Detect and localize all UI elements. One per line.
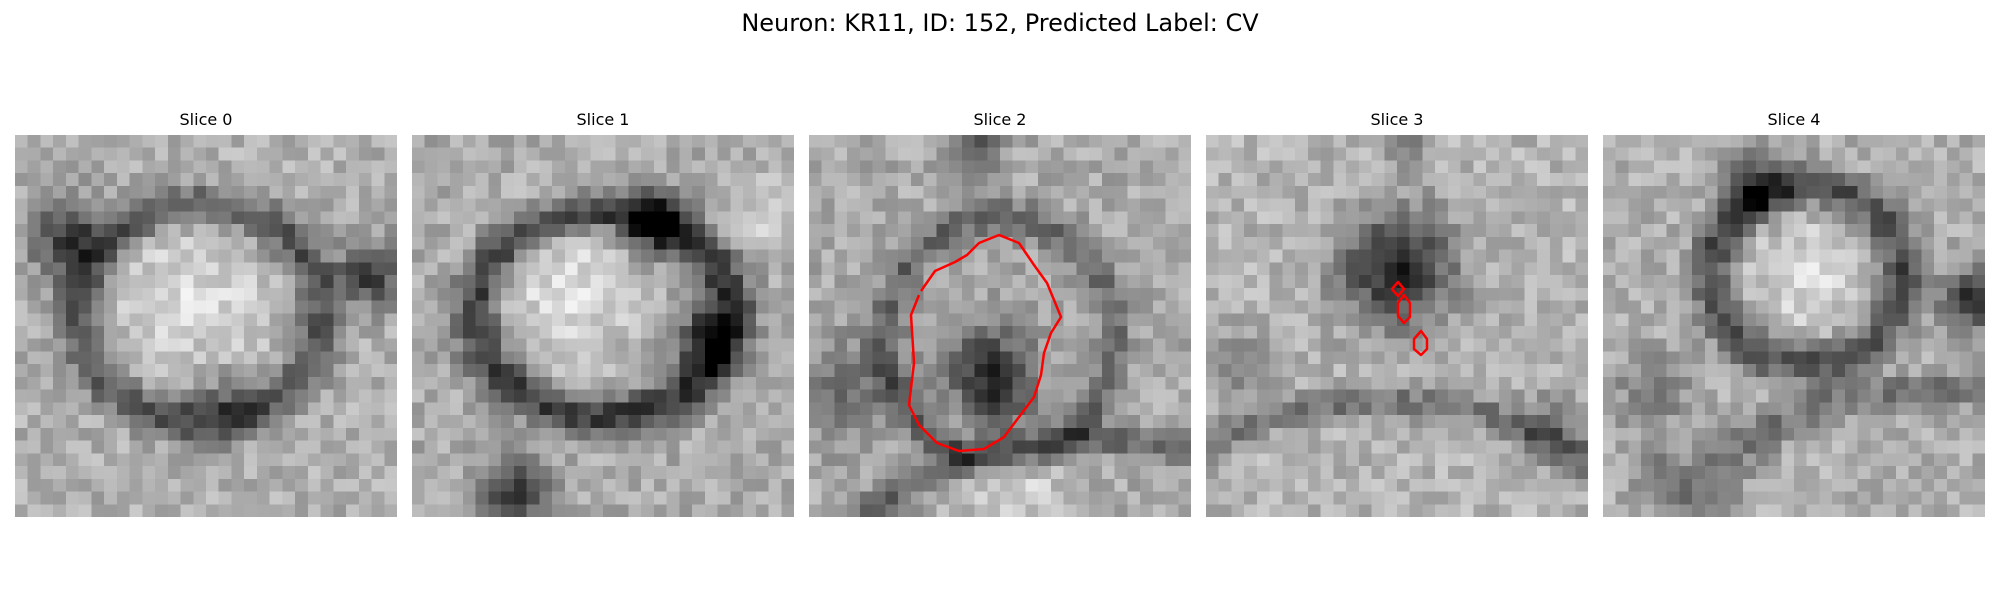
figure-title: Neuron: KR11, ID: 152, Predicted Label: … <box>0 8 2000 38</box>
slice-panel-1: Slice 1 <box>412 110 794 130</box>
slice-image-2 <box>809 135 1191 517</box>
slice-panel-2: Slice 2 <box>809 110 1191 130</box>
slice-title-3: Slice 3 <box>1206 110 1588 130</box>
slice-title-1: Slice 1 <box>412 110 794 130</box>
slice-title-4: Slice 4 <box>1603 110 1985 130</box>
slice-panel-3: Slice 3 <box>1206 110 1588 130</box>
slice-image-3 <box>1206 135 1588 517</box>
slice-title-2: Slice 2 <box>809 110 1191 130</box>
slice-image-4 <box>1603 135 1985 517</box>
segmentation-contour-3 <box>1206 135 1588 517</box>
slice-image-1 <box>412 135 794 517</box>
segmentation-contour-2 <box>809 135 1191 517</box>
slice-panel-0: Slice 0 <box>15 110 397 130</box>
slice-panel-4: Slice 4 <box>1603 110 1985 130</box>
slice-image-0 <box>15 135 397 517</box>
slice-title-0: Slice 0 <box>15 110 397 130</box>
